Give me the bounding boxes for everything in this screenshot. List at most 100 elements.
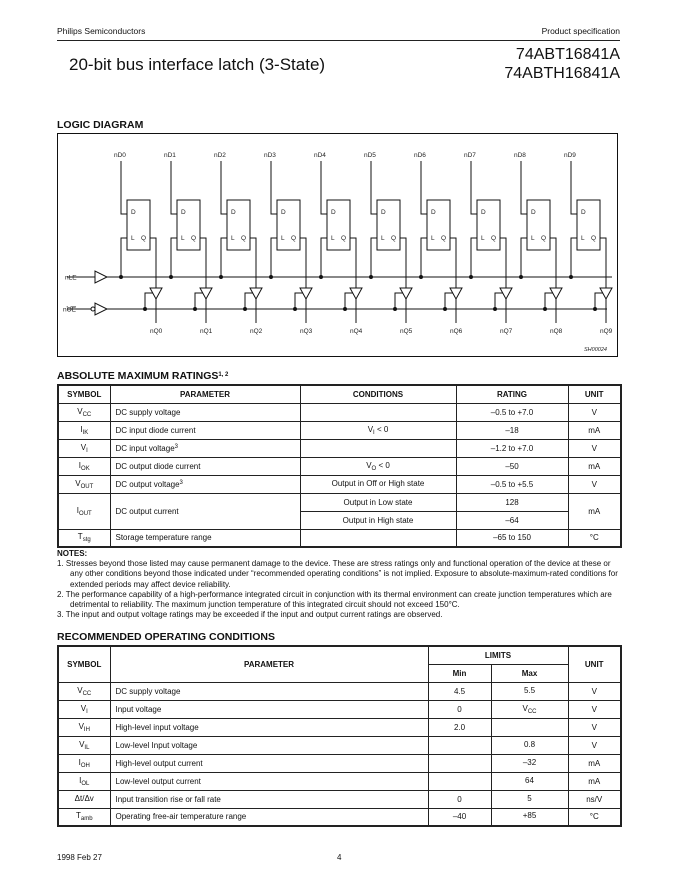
parameter-cell: DC input voltage3 [109,438,301,458]
latch-pin-d: D [231,209,236,216]
conditions-cell: VI < 0 [299,420,457,440]
input-wire [420,161,427,215]
conditions-cell [299,438,457,458]
min-cell: 0 [427,789,492,809]
unit-cell: mA [567,456,622,476]
latch-block [576,199,601,251]
input-wire [320,161,327,215]
latch-pin-l: L [581,235,585,242]
junction-dot [569,275,573,279]
max-cell: –32 [490,753,569,773]
rec-op-table: SYMBOL PARAMETER LIMITS UNIT Min Max VCC… [57,645,622,827]
unit-cell: °C [567,807,622,827]
min-cell: 2.0 [427,717,492,737]
symbol-cell: VIH [57,717,111,737]
max-cell: +85 [490,807,569,827]
table-row: IOL Low-level output current 64 mA [57,771,622,791]
input-label: nD3 [264,152,276,159]
rating-cell: –50 [455,456,569,476]
parameter-cell: Low-level Input voltage [109,735,429,755]
input-label: nD9 [564,152,576,159]
table-row: Tstg Storage temperature range –65 to 15… [57,528,622,548]
rating-cell: –18 [455,420,569,440]
max-cell: 5.5 [490,681,569,701]
parameter-cell: Input transition rise or fall rate [109,789,429,809]
unit-cell: ns/V [567,789,622,809]
symbol-cell: IOL [57,771,111,791]
page-number: 4 [337,853,342,862]
note: 1. Stresses beyond those listed may caus… [57,559,618,589]
parameter-cell: DC output diode current [109,456,301,476]
symbol-cell: VI [57,438,111,458]
symbol-cell: VIL [57,735,111,755]
latch-pin-d: D [131,209,136,216]
part-number: 74ABTH16841A [504,65,620,82]
q-wire [450,237,457,288]
input-label: nD7 [464,152,476,159]
col-header: PARAMETER [109,384,301,404]
output-label: nQ6 [450,328,463,335]
junction-dot [293,307,297,311]
oe-enable-wire [544,292,553,309]
oe-enable-wire [244,292,253,309]
latch-pin-d: D [181,209,186,216]
parameter-cell: DC input diode current [109,420,301,440]
le-label: nLE [65,275,77,282]
table-row: VI Input voltage 0 VCC V [57,699,622,719]
q-wire [200,237,207,288]
latch-block [476,199,501,251]
junction-dot [243,307,247,311]
latch-pin-q: Q [241,235,246,242]
parameter-cell: Operating free-air temperature range [109,807,429,827]
unit-cell: mA [567,420,622,440]
latch-pin-l: L [481,235,485,242]
min-cell: 0 [427,699,492,719]
parameter-cell: DC supply voltage [109,681,429,701]
oe-enable-wire [294,292,303,309]
junction-dot [143,307,147,311]
col-header: SYMBOL [57,645,111,683]
junction-dot [493,307,497,311]
q-wire [400,237,407,288]
input-label: nD0 [114,152,126,159]
table-row: IIK DC input diode current VI < 0 –18 mA [57,420,622,440]
enable-wire [570,237,577,277]
symbol-cell: VCC [57,402,111,422]
enable-wire [520,237,527,277]
abs-max-title: ABSOLUTE MAXIMUM RATINGS [57,370,219,382]
latch-pin-l: L [281,235,285,242]
latch-pin-d: D [281,209,286,216]
symbol-cell: VCC [57,681,111,701]
junction-dot [319,275,323,279]
q-wire [600,237,607,288]
rating-cell: –0.5 to +7.0 [455,402,569,422]
part-number: 74ABT16841A [515,46,620,63]
enable-wire [420,237,427,277]
table-row: Output in High state –64 [58,510,621,530]
latch-block [526,199,551,251]
q-wire [550,237,557,288]
col-header: Max [490,663,569,683]
enable-wire [470,237,477,277]
latch-pin-d: D [331,209,336,216]
conditions-cell: Output in Low state [299,492,457,512]
table-row: IOUT DC output current Output in Low sta… [57,492,622,530]
oe-label: nOE [63,307,77,314]
header-rule [57,40,620,41]
table-row: IOH High-level output current –32 mA [57,753,622,773]
symbol-cell: Tstg [57,528,111,548]
latch-pin-d: D [581,209,586,216]
document-type: Product specification [541,26,620,36]
rating-cell: –0.5 to +5.5 [455,474,569,494]
latch-pin-l: L [131,235,135,242]
oe-enable-wire [144,292,153,309]
input-label: nD1 [164,152,176,159]
unit-cell: V [567,699,622,719]
oe-enable-wire [594,292,603,309]
part-numbers: 74ABT16841A 74ABTH16841A [504,45,620,83]
latch-pin-d: D [431,209,436,216]
parameter-cell: DC output current [109,492,301,530]
q-wire [300,237,307,288]
input-wire [370,161,377,215]
latch-pin-q: Q [541,235,546,242]
